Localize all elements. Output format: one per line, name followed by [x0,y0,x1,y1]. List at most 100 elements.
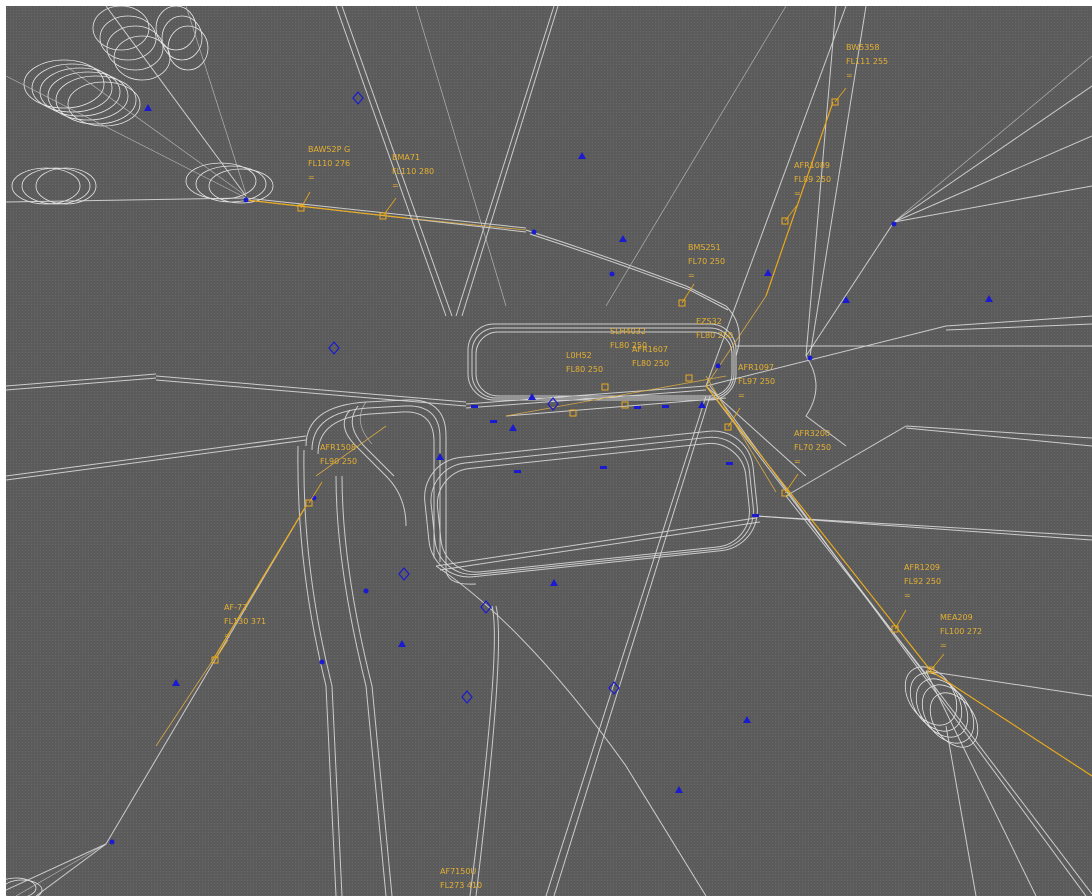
aircraft-symbols[interactable] [211,98,935,674]
waypoint-bar-icon [600,466,607,469]
flight-level-text: FL111 255 [846,57,888,66]
callsign-text: BMS251 [688,243,721,252]
flight-label-afr5[interactable]: AFR1508 FL90 250 [320,443,357,466]
waypoint-triangle-icon [675,786,683,793]
waypoint-bar-icon [726,462,733,465]
flight-label-e[interactable]: EZS32 FL80 250 [696,317,733,340]
callsign-text: AFR1508 [320,443,356,452]
holding-pattern-west [11,162,274,205]
flight-label-sl[interactable]: SLH4032 FL80 250 [610,327,647,350]
waypoint-dot-icon [807,355,813,361]
waypoint-bar-icon [634,406,641,409]
waypoint-triangle-icon [509,424,517,431]
callsign-text: EZS32 [696,317,722,326]
waypoint-triangle-icon [528,393,536,400]
flight-level-text: FL70 250 [794,443,831,452]
flight-label-afr2[interactable]: AFR1097 FL97 250 = [738,363,775,400]
flight-label-l0[interactable]: L0H52 FL80 250 [566,351,603,374]
aircraft-symbol-icon [621,401,629,409]
waypoint-diamond-icon [480,600,492,614]
radar-scope[interactable]: BAW52P G FL110 276 = BMA71 FL110 280 = B… [6,6,1092,896]
flight-label-baw[interactable]: BAW52P G FL110 276 = [308,145,350,182]
flight-label-bms251[interactable]: BMS251 FL70 250 = [688,243,725,280]
waypoint-dot-icon [531,229,537,235]
callsign-text: AFR1209 [904,563,940,572]
waypoint-bar-icon [490,420,497,423]
callsign-text: BMA71 [392,153,420,162]
flight-level-text: FL273 410 [440,881,482,890]
waypoint-dot-icon [715,363,721,369]
flight-level-text: FL80 250 [696,331,733,340]
flight-level-text: FL97 250 [738,377,775,386]
callsign-text: MEA209 [940,613,973,622]
aircraft-symbol-icon [305,499,313,507]
flight-level-text: FL89 250 [794,175,831,184]
flight-label-af[interactable]: AFR1607 FL80 250 [632,345,669,368]
aircraft-symbol-icon [678,299,686,307]
callsign-text: AFR1089 [794,161,830,170]
waypoint-triangle-icon [764,269,772,276]
flight-level-text: FL92 250 [904,577,941,586]
callsign-text: SLH4032 [610,327,646,336]
marker-text: = [308,173,315,182]
aircraft-symbol-icon [891,625,899,633]
waypoint-triangle-icon [743,716,751,723]
waypoint-triangle-icon [550,579,558,586]
callsign-text: AFR3200 [794,429,830,438]
callsign-text: AFR1097 [738,363,774,372]
holding-pattern-northwest [23,59,141,127]
callsign-text: BW5358 [846,43,879,52]
track-lines [6,6,1092,896]
callsign-text: AF7150U [440,867,476,876]
aircraft-symbol-icon [781,217,789,225]
flight-label-bw[interactable]: BW5358 FL111 255 = [846,43,888,80]
holding-pattern-southwest [6,877,43,896]
central-racetrack [297,323,758,896]
waypoint-triangle-icon [144,104,152,111]
waypoint-triangle-icon [578,152,586,159]
flight-level-text: FL90 250 [320,457,357,466]
marker-text: = [904,591,911,600]
flight-label-bms71[interactable]: BMA71 FL110 280 = [392,153,434,190]
waypoints [109,91,993,845]
radar-display[interactable]: BAW52P G FL110 276 = BMA71 FL110 280 = B… [6,6,1092,896]
flight-label-af7[interactable]: AF7150U FL273 410 [440,867,482,890]
waypoint-bar-icon [514,470,521,473]
holding-pattern-southeast [904,666,979,748]
marker-text: = [940,641,947,650]
flight-label-afr1[interactable]: AFR1089 FL89 250 = [794,161,831,198]
aircraft-symbol-icon [569,409,577,417]
waypoint-diamond-icon [352,91,364,105]
waypoint-bar-icon [752,514,759,517]
waypoint-triangle-icon [398,640,406,647]
waypoint-triangle-icon [172,679,180,686]
marker-text: = [392,181,399,190]
waypoint-triangle-icon [842,296,850,303]
callsign-text: L0H52 [566,351,592,360]
flight-level-text: FL80 250 [632,359,669,368]
waypoint-diamond-icon [608,681,620,695]
aircraft-symbol-icon [724,423,732,431]
waypoint-diamond-icon [398,567,410,581]
flight-label-af72[interactable]: AF-72 FL130 371 = [224,603,266,640]
leader-lines [214,87,945,671]
waypoint-triangle-icon [436,453,444,460]
flight-level-text: FL110 280 [392,167,434,176]
flight-label-mea[interactable]: MEA209 FL100 272 = [940,613,982,650]
waypoint-diamond-icon [328,341,340,355]
aircraft-symbol-icon [601,383,609,391]
waypoint-dot-icon [319,659,325,665]
waypoint-dot-icon [243,197,249,203]
marker-text: = [846,71,853,80]
flight-labels[interactable]: BAW52P G FL110 276 = BMA71 FL110 280 = B… [224,43,982,890]
flight-label-afr4[interactable]: AFR1209 FL92 250 = [904,563,941,600]
marker-text: = [224,631,231,640]
callsign-text: AF-72 [224,603,247,612]
waypoint-dot-icon [891,221,897,227]
aircraft-symbol-icon [927,666,935,674]
flight-label-afr3[interactable]: AFR3200 FL70 250 = [794,429,831,466]
aircraft-symbol-icon [831,98,839,106]
waypoint-dot-icon [609,271,615,277]
flight-level-text: FL80 250 [566,365,603,374]
waypoint-triangle-icon [985,295,993,302]
